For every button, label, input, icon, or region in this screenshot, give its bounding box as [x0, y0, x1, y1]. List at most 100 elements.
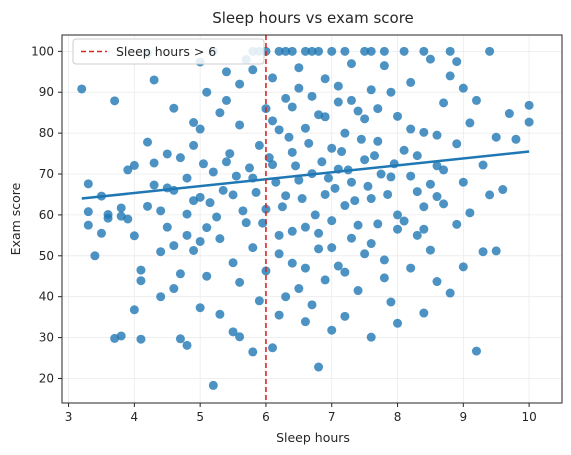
data-point [202, 87, 212, 97]
data-point [439, 165, 449, 175]
data-point [212, 212, 222, 222]
data-point [412, 187, 422, 197]
data-point [182, 173, 192, 183]
data-point [274, 46, 284, 56]
data-point [287, 258, 297, 268]
chart-title: Sleep hours vs exam score [212, 9, 414, 27]
data-point [300, 46, 310, 56]
y-tick-label: 40 [39, 290, 54, 304]
data-point [205, 198, 215, 208]
data-point [366, 85, 376, 95]
data-point [340, 201, 350, 211]
data-point [149, 158, 159, 168]
data-point [304, 138, 314, 148]
data-point [149, 180, 159, 190]
legend: Sleep hours > 6 [72, 38, 265, 65]
data-point [363, 181, 373, 191]
data-point [376, 169, 386, 179]
data-point [419, 202, 429, 212]
data-point [478, 160, 488, 170]
data-point [452, 219, 462, 229]
data-point [360, 46, 370, 56]
data-point [412, 230, 422, 240]
data-point [452, 57, 462, 67]
data-point [320, 189, 330, 199]
data-point [228, 258, 238, 268]
data-point [393, 318, 403, 328]
data-point [524, 100, 534, 110]
data-point [379, 273, 389, 283]
data-point [310, 210, 320, 220]
data-point [268, 343, 278, 353]
lines [81, 35, 530, 403]
data-point [452, 139, 462, 149]
data-point [327, 325, 337, 335]
data-point [245, 163, 254, 173]
data-point [221, 95, 231, 105]
data-point [189, 196, 199, 206]
data-point [307, 46, 317, 56]
data-point [360, 114, 370, 124]
data-point [287, 102, 297, 112]
x-tick-label: 5 [196, 410, 204, 424]
data-point [123, 165, 133, 175]
y-axis-label: Exam score [8, 182, 23, 255]
data-point [458, 177, 468, 187]
data-point [425, 179, 435, 189]
data-point [393, 111, 403, 121]
data-point [235, 332, 245, 342]
data-point [198, 159, 208, 169]
data-point [294, 175, 304, 185]
data-point [465, 208, 475, 218]
data-point [524, 117, 534, 127]
data-point [445, 46, 455, 56]
data-point [294, 284, 304, 294]
data-point [314, 362, 324, 372]
data-point [373, 136, 383, 146]
data-point [419, 46, 429, 56]
data-point [314, 228, 324, 238]
data-point [221, 157, 231, 167]
plot-frame [61, 34, 563, 404]
data-point [373, 219, 383, 229]
x-tick-label: 6 [262, 410, 270, 424]
data-point [77, 84, 87, 94]
data-point [248, 65, 258, 75]
legend-label: Sleep hours > 6 [116, 44, 216, 59]
data-point [307, 91, 317, 101]
data-point [195, 236, 205, 246]
data-point [90, 251, 100, 261]
data-point [366, 332, 376, 342]
data-point [116, 331, 126, 341]
data-point [346, 59, 356, 69]
x-tick-label: 9 [459, 410, 467, 424]
data-point [478, 247, 488, 257]
data-point [251, 187, 261, 197]
data-point [96, 228, 106, 238]
data-point [406, 263, 416, 273]
data-point [281, 93, 291, 103]
data-point [83, 179, 93, 189]
data-point [254, 296, 264, 306]
data-point [425, 54, 435, 64]
data-point [189, 245, 199, 255]
data-point [274, 230, 284, 240]
data-point [366, 46, 376, 56]
y-tick-label: 20 [39, 371, 54, 385]
x-tick-label: 8 [394, 410, 402, 424]
data-point [300, 317, 310, 327]
data-point [458, 83, 468, 93]
y-tick-label: 100 [31, 44, 54, 58]
data-point [307, 300, 317, 310]
data-point [129, 305, 139, 315]
data-point [143, 201, 153, 211]
data-point [277, 202, 287, 212]
data-point [208, 167, 218, 177]
data-point [156, 292, 166, 302]
data-point [406, 124, 416, 134]
data-point [129, 160, 139, 170]
data-point [337, 147, 347, 157]
data-point [432, 192, 442, 202]
data-point [379, 61, 389, 71]
